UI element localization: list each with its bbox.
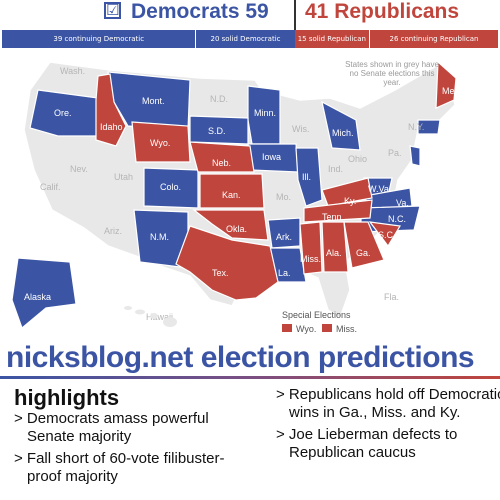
majority-divider <box>294 0 296 30</box>
label-calif: Calif. <box>40 182 61 192</box>
state-neb <box>189 141 255 173</box>
state-ark <box>267 217 301 249</box>
legend-swatch-miss <box>322 324 332 332</box>
label-idaho: Idaho <box>100 122 123 132</box>
special-elections-title: Special Elections <box>282 310 351 320</box>
label-minn: Minn. <box>254 108 276 118</box>
highlight-item: > Fall short of 60-vote filibuster-proof… <box>14 450 225 485</box>
seat-bar: 39 continuing Democratic 20 solid Democr… <box>2 30 498 48</box>
state-tex <box>175 225 279 301</box>
state-ill <box>295 147 323 207</box>
legend-swatch-wyo <box>282 324 292 332</box>
state-ga <box>343 221 385 269</box>
label-iowa: Iowa <box>262 152 281 162</box>
democrats-seat-total: Democrats 59 <box>131 0 269 23</box>
site-title: nicksblog.net election predictions <box>6 341 475 374</box>
highlight-item: > Democrats amass powerful Senate majori… <box>14 410 209 445</box>
grey-states-note: States shown in grey have no Senate elec… <box>345 60 439 87</box>
label-ga: Ga. <box>356 248 371 258</box>
label-wis: Wis. <box>292 124 310 134</box>
label-wyo: Wyo. <box>150 138 170 148</box>
label-nc: N.C. <box>388 214 406 224</box>
label-okla: Okla. <box>226 224 247 234</box>
state-nj <box>409 145 421 167</box>
label-tenn: Tenn. <box>322 212 344 222</box>
state-mich <box>321 100 361 151</box>
state-ma <box>417 119 441 135</box>
label-pa: Pa. <box>388 148 402 158</box>
label-ariz: Ariz. <box>104 226 122 236</box>
label-ky: Ky. <box>344 196 356 206</box>
legend-label-miss: Miss. <box>336 324 357 334</box>
label-la: La. <box>278 268 291 278</box>
results-header: ☑ Democrats 59 41 Republicans <box>0 0 500 30</box>
label-nev: Nev. <box>70 164 88 174</box>
highlight-item: > Joe Lieberman defects to Republican ca… <box>276 426 458 461</box>
label-kan: Kan. <box>222 190 241 200</box>
label-mont: Mont. <box>142 96 165 106</box>
grey-states-note-text: States shown in grey have no Senate elec… <box>345 60 439 87</box>
highlights-left: > Democrats amass powerful Senate majori… <box>14 410 244 490</box>
label-alaska: Alaska <box>24 292 51 302</box>
label-wva: W.Va. <box>368 184 391 194</box>
title-underline <box>0 376 500 379</box>
state-kan <box>199 173 265 209</box>
label-ohio: Ohio <box>348 154 367 164</box>
highlights-right: > Republicans hold off Democratic wins i… <box>276 386 500 466</box>
state-me <box>435 60 457 109</box>
label-ind: Ind. <box>328 164 343 174</box>
state-idaho <box>95 73 127 147</box>
state-wyo <box>131 121 191 163</box>
label-ny: N.Y. <box>408 122 424 132</box>
state-colo <box>143 167 199 209</box>
label-mich: Mich. <box>332 128 354 138</box>
state-ala <box>321 221 349 273</box>
seat-bar-segment: 39 continuing Democratic <box>2 30 196 48</box>
label-nm: N.M. <box>150 232 169 242</box>
label-wash: Wash. <box>60 66 85 76</box>
highlights-heading: highlights <box>14 385 120 410</box>
state-okla <box>192 209 269 241</box>
label-me: Me. <box>442 86 457 96</box>
highlight-item: > Republicans hold off Democratic wins i… <box>276 386 500 421</box>
label-colo: Colo. <box>160 182 181 192</box>
label-fla: Fla. <box>384 292 399 302</box>
seat-bar-segment: 26 continuing Republican <box>369 30 498 48</box>
seat-bar-segment: 15 solid Republican <box>294 30 370 48</box>
label-nd: N.D. <box>210 94 228 104</box>
label-sc: S.C. <box>378 230 396 240</box>
state-ky <box>321 177 373 207</box>
state-sc <box>368 221 401 248</box>
label-ill: Ill. <box>302 172 311 182</box>
label-ark: Ark. <box>276 232 292 242</box>
label-hawaii: Hawaii <box>146 312 173 322</box>
state-miss <box>299 221 323 275</box>
legend-label-wyo: Wyo. <box>296 324 316 334</box>
label-sd: S.D. <box>208 126 226 136</box>
label-va: Va. <box>396 198 409 208</box>
hawaii-islands <box>124 306 177 327</box>
label-utah: Utah <box>114 172 133 182</box>
checkmark-icon: ☑ <box>104 1 121 19</box>
label-ore: Ore. <box>54 108 72 118</box>
label-neb: Neb. <box>212 158 231 168</box>
label-mo: Mo. <box>276 192 291 202</box>
seat-bar-segment: 20 solid Democratic <box>195 30 295 48</box>
label-tex: Tex. <box>212 268 229 278</box>
label-ala: Ala. <box>326 248 342 258</box>
state-alaska <box>11 257 77 330</box>
state-ore <box>29 89 99 137</box>
state-tenn <box>303 199 373 223</box>
republicans-seat-total: 41 Republicans <box>305 0 460 23</box>
label-miss: Miss. <box>300 254 321 264</box>
us-senate-map: Ore. Mont. Minn. S.D. Iowa Ill. Mich. Co… <box>11 60 457 334</box>
